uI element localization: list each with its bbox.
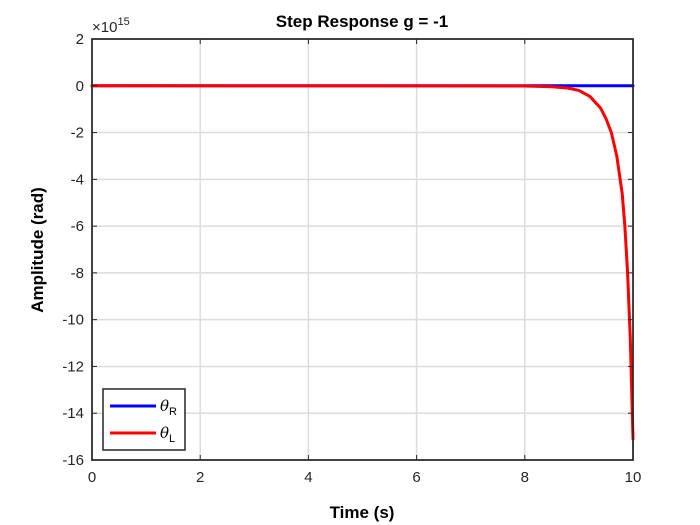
y-tick-label: -8: [71, 265, 84, 282]
y-tick-label: -4: [71, 171, 84, 188]
legend-entry-theta-l: θL: [160, 424, 175, 445]
x-tick-label: 10: [625, 469, 642, 486]
y-tick-label: -14: [62, 405, 84, 422]
x-tick-label: 2: [196, 469, 204, 486]
y-axis-exponent: ×1015: [92, 16, 130, 36]
legend-entry-theta-r: θR: [160, 397, 177, 418]
y-tick-label: -6: [71, 218, 84, 235]
y-tick-label: 0: [76, 78, 84, 95]
legend: θR θL: [102, 388, 186, 451]
y-exponent-power: 15: [117, 16, 129, 28]
y-tick-label: -10: [62, 312, 84, 329]
legend-box: [102, 388, 186, 451]
x-tick-label: 6: [412, 469, 420, 486]
y-tick-label: -2: [71, 125, 84, 142]
y-tick-label: -16: [62, 452, 84, 469]
plot-border: [91, 38, 634, 461]
x-tick-label: 0: [88, 469, 96, 486]
y-tick-label: -12: [62, 358, 84, 375]
y-axis-ticks: 2 0 -2 -4 -6 -8 -10 -12 -14 -16: [62, 31, 633, 469]
x-tick-label: 8: [521, 469, 529, 486]
series-line-l: [90, 84, 635, 441]
x-axis-label: Time (s): [330, 503, 395, 522]
chart-title: Step Response g = -1: [276, 12, 448, 31]
x-tick-label: 4: [304, 469, 312, 486]
y-exponent-prefix: ×10: [92, 19, 117, 36]
y-axis-label: Amplitude (rad): [28, 187, 47, 313]
grid-lines: [92, 39, 633, 460]
x-axis-ticks: 0 2 4 6 8 10: [88, 39, 642, 486]
y-tick-label: 2: [76, 31, 84, 48]
series-lines: [90, 84, 635, 441]
